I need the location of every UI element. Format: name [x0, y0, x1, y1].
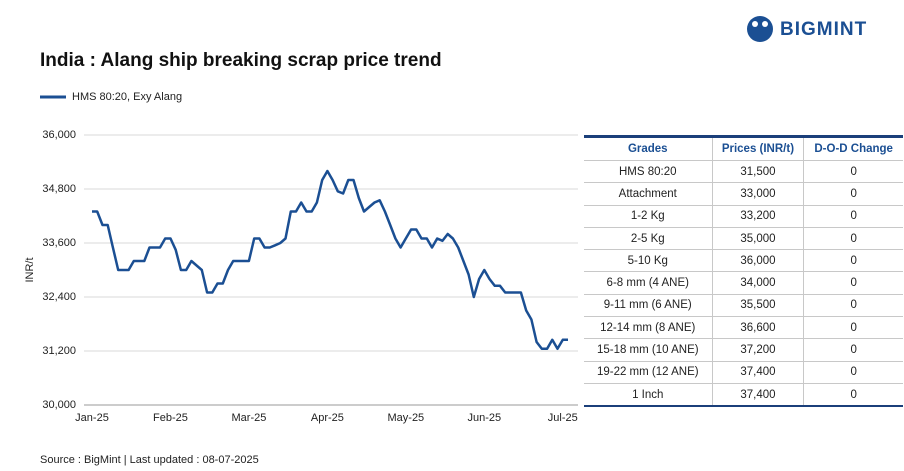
table-cell: 19-22 mm (12 ANE)	[584, 361, 713, 384]
logo-icon	[747, 16, 773, 42]
table-cell: 0	[803, 361, 903, 384]
table-row: 12-14 mm (8 ANE) 36,600 0	[584, 316, 903, 340]
y-tick-label: 36,000	[42, 129, 76, 141]
table-header: Grades Prices (INR/t) D-O-D Change	[584, 135, 903, 161]
x-tick-label: May-25	[388, 412, 425, 424]
table-cell: 33,000	[711, 182, 804, 206]
table-cell: 31,500	[711, 160, 804, 184]
table-cell: 0	[803, 316, 903, 340]
table-header-cell: D-O-D Change	[803, 135, 903, 161]
table-cell: 1-2 Kg	[584, 205, 713, 228]
table-cell: 33,200	[711, 205, 804, 228]
y-tick-label: 31,200	[42, 345, 76, 357]
table-cell: 0	[803, 338, 903, 362]
table-body: HMS 80:20 31,500 0 Attachment 33,000 0 1-2 Kg 3…	[584, 160, 903, 408]
table-cell: 0	[803, 205, 903, 228]
logo-icon-dot	[752, 21, 758, 27]
x-tick-label: Jul-25	[548, 412, 578, 424]
y-axis-label: INR/t	[24, 257, 36, 282]
table-cell: 9-11 mm (6 ANE)	[584, 294, 713, 318]
table-cell: 35,000	[711, 227, 804, 251]
table-cell: 0	[803, 271, 903, 295]
table-cell: 37,200	[711, 338, 804, 362]
x-tick-label: Mar-25	[232, 412, 267, 424]
y-tick-label: 32,400	[42, 291, 76, 303]
table-row: 15-18 mm (10 ANE) 37,200 0	[584, 338, 903, 362]
logo-icon-dot	[762, 21, 768, 27]
table-cell: 0	[803, 227, 903, 251]
table-cell: 0	[803, 249, 903, 273]
table-cell: 0	[803, 383, 903, 408]
source-note: Source : BigMint | Last updated : 08-07-…	[40, 454, 259, 466]
table-cell: 36,600	[711, 316, 804, 340]
table-cell: 12-14 mm (8 ANE)	[584, 316, 713, 340]
legend-label: HMS 80:20, Exy Alang	[72, 91, 182, 103]
table-cell: 0	[803, 294, 903, 318]
series-line	[92, 169, 568, 351]
table-cell: Attachment	[584, 182, 713, 206]
table-row: 9-11 mm (6 ANE) 35,500 0	[584, 294, 903, 318]
table-cell: 37,400	[711, 361, 804, 384]
table-cell: 34,000	[711, 271, 804, 295]
x-tick-label: Apr-25	[311, 412, 344, 424]
y-tick-label: 34,800	[42, 183, 76, 195]
logo-text: BIGMINT	[780, 19, 867, 40]
table-row: Attachment 33,000 0	[584, 182, 903, 206]
table-cell: 0	[803, 160, 903, 184]
table-row: 1-2 Kg 33,200 0	[584, 205, 903, 228]
table-cell: HMS 80:20	[584, 160, 713, 184]
table-row: 1 Inch 37,400 0	[584, 383, 903, 408]
table-cell: 1 Inch	[584, 383, 713, 408]
x-tick-label: Feb-25	[153, 412, 188, 424]
table-row: 5-10 Kg 36,000 0	[584, 249, 903, 273]
table-row: 19-22 mm (12 ANE) 37,400 0	[584, 361, 903, 384]
y-tick-label: 33,600	[42, 237, 76, 249]
table-cell: 36,000	[711, 249, 804, 273]
y-tick-label: 30,000	[42, 399, 76, 411]
x-tick-label: Jun-25	[467, 412, 501, 424]
price-table: Grades Prices (INR/t) D-O-D Change HMS 80:2…	[584, 135, 903, 408]
table-row: 6-8 mm (4 ANE) 34,000 0	[584, 271, 903, 295]
table-cell: 5-10 Kg	[584, 249, 713, 273]
table-cell: 15-18 mm (10 ANE)	[584, 338, 713, 362]
table-cell: 2-5 Kg	[584, 227, 713, 251]
chart-title: India : Alang ship breaking scrap price …	[40, 50, 442, 71]
logo: BIGMINT	[747, 16, 867, 42]
table-header-cell: Grades	[584, 135, 713, 161]
table-cell: 35,500	[711, 294, 804, 318]
x-tick-label: Jan-25	[75, 412, 109, 424]
table-row: 2-5 Kg 35,000 0	[584, 227, 903, 251]
table-cell: 6-8 mm (4 ANE)	[584, 271, 713, 295]
table-cell: 37,400	[711, 383, 804, 408]
table-cell: 0	[803, 182, 903, 206]
table-row: HMS 80:20 31,500 0	[584, 160, 903, 184]
table-header-cell: Prices (INR/t)	[711, 135, 804, 161]
